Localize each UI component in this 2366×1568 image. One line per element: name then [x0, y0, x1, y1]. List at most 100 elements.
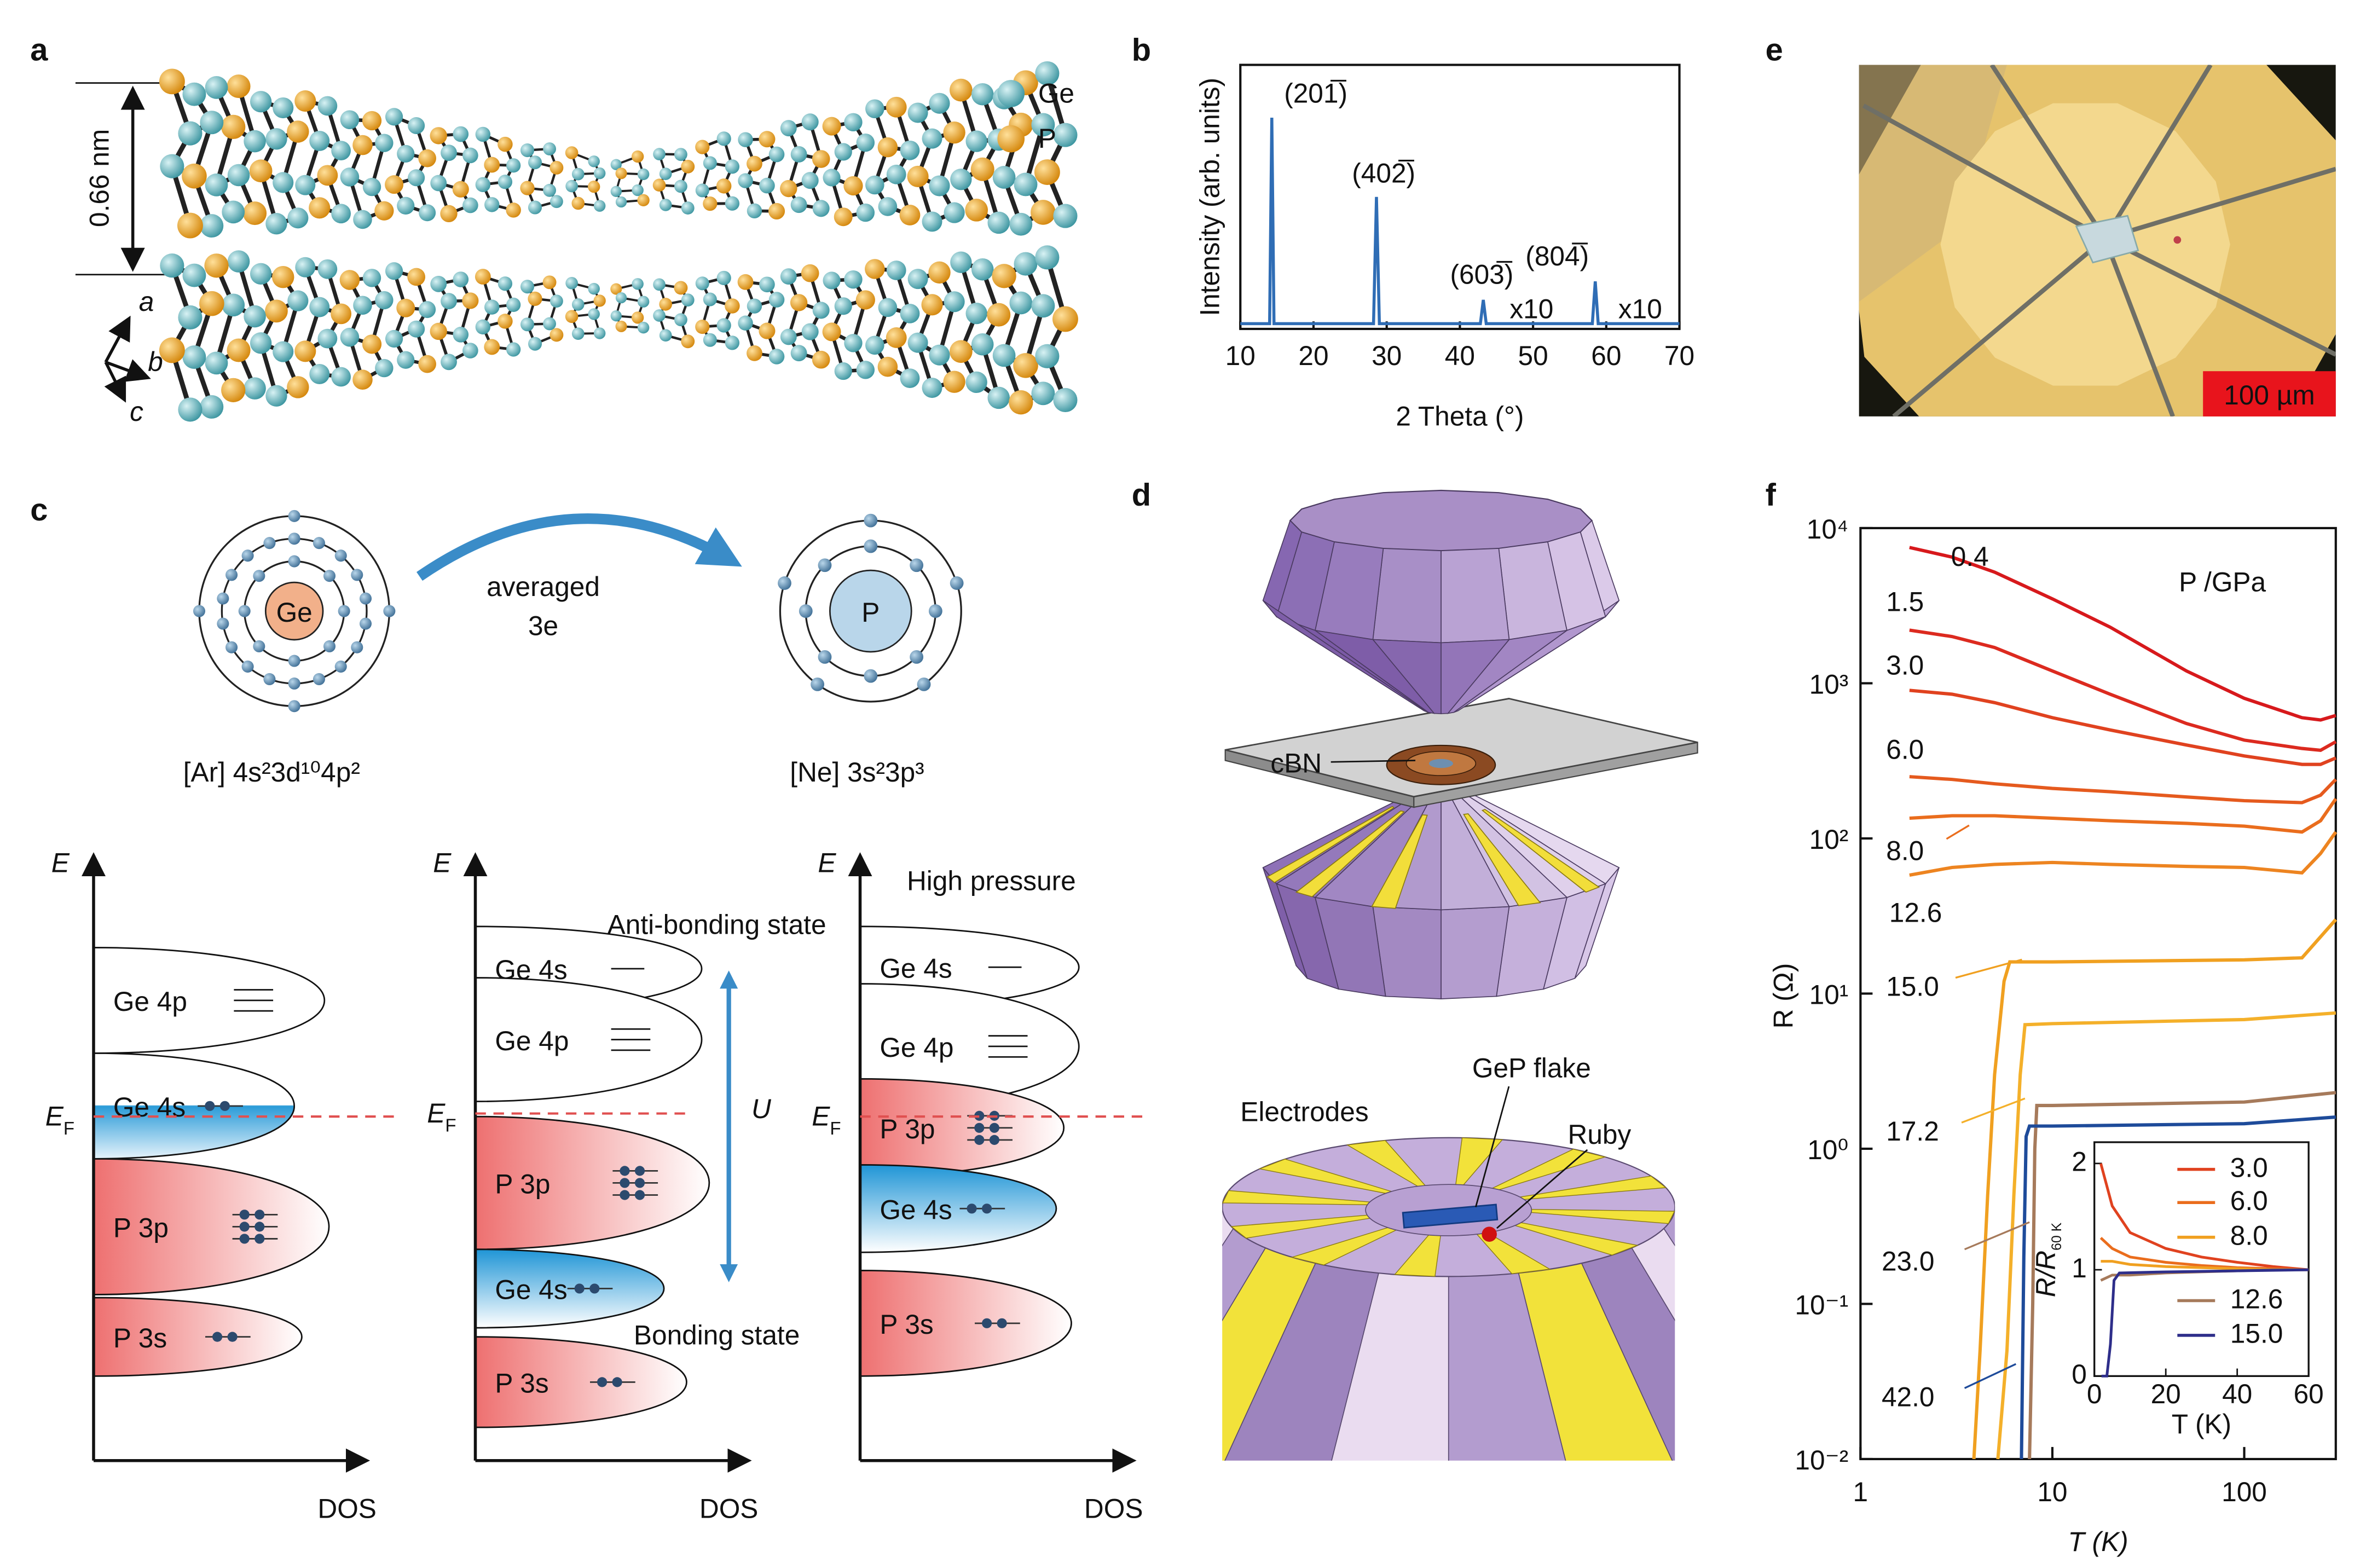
band-lobe	[92, 1158, 330, 1295]
atom	[177, 212, 203, 239]
electron	[241, 660, 254, 673]
atom	[1052, 306, 1078, 332]
electron	[383, 605, 396, 617]
series-label: 23.0	[1882, 1246, 1935, 1276]
atom	[843, 176, 863, 196]
electron	[219, 1101, 230, 1111]
atom	[565, 180, 578, 193]
electron	[254, 1210, 265, 1220]
atom	[1009, 390, 1033, 415]
electron	[338, 605, 350, 617]
atom	[352, 369, 373, 390]
x-axis-label: T (K)	[2172, 1409, 2231, 1439]
atom	[695, 276, 709, 291]
atom	[182, 82, 206, 106]
annotation: Anti-bonding state	[608, 910, 826, 940]
series-label: 1.5	[1886, 587, 1924, 617]
atom	[790, 146, 807, 163]
atom	[549, 160, 564, 175]
atom	[674, 313, 687, 327]
atom	[823, 271, 841, 290]
atom	[965, 198, 988, 222]
resistance-curve	[1909, 831, 2338, 877]
sample-label: GeP flake	[1472, 1052, 1591, 1083]
x-tick-label: 100	[2222, 1477, 2267, 1507]
series-label: 17.2	[1886, 1116, 1939, 1147]
energy-axis-label: E	[51, 848, 70, 878]
atom	[484, 157, 500, 173]
atom	[1009, 291, 1033, 315]
atom	[759, 322, 776, 339]
x-tick-label: 70	[1664, 340, 1694, 371]
atom	[907, 332, 928, 353]
atom	[588, 155, 600, 167]
resistance-curve	[1909, 688, 2336, 766]
atom	[528, 337, 542, 351]
electrode-gap	[1862, 103, 2106, 241]
atom	[265, 213, 287, 235]
atom	[1013, 353, 1038, 378]
resistance-curve	[2028, 1091, 2336, 1460]
atom	[950, 169, 972, 190]
atom	[543, 317, 556, 331]
scale-bar-label: 100 µm	[2224, 380, 2315, 410]
electrode-gap	[2103, 238, 2175, 416]
atom	[407, 268, 425, 286]
fermi-symbol: E	[427, 1098, 446, 1129]
resistance-curve	[1909, 797, 2338, 834]
atom	[353, 296, 372, 315]
electron	[864, 513, 878, 528]
atom	[681, 159, 695, 173]
electron	[334, 549, 347, 562]
atom	[294, 340, 316, 362]
atom	[244, 377, 266, 400]
electron	[864, 539, 878, 553]
inset-frame	[2093, 1141, 2310, 1377]
electron	[239, 1210, 250, 1220]
atom	[484, 197, 500, 212]
panel-label: e	[1766, 32, 1783, 67]
electron	[227, 1332, 238, 1342]
band-label: Ge 4p	[880, 1032, 953, 1063]
atom	[1031, 113, 1055, 137]
atom	[419, 301, 436, 319]
atom	[397, 351, 415, 369]
atom	[653, 309, 666, 322]
atom	[397, 196, 415, 215]
atom	[637, 296, 650, 308]
atom	[971, 333, 994, 356]
atom	[812, 200, 830, 217]
fermi-label: EF	[45, 1101, 74, 1139]
atom	[992, 166, 1016, 189]
atom	[681, 293, 695, 307]
atom	[738, 315, 753, 331]
atom	[542, 275, 557, 290]
panel-label: d	[1132, 478, 1151, 513]
atom	[615, 292, 627, 304]
atom	[631, 150, 644, 163]
electron	[950, 576, 964, 590]
electron	[288, 510, 300, 522]
arrow-label: averaged	[487, 571, 600, 602]
atom	[992, 344, 1016, 367]
atom	[408, 169, 425, 187]
y-tick-label: 10⁰	[1807, 1135, 1848, 1165]
band-label: P 3p	[495, 1169, 550, 1200]
atom	[725, 335, 740, 350]
ylabel-main: R/R	[2031, 1251, 2061, 1297]
series-label: 0.4	[1951, 541, 1989, 572]
resistance-curve	[1909, 546, 2336, 722]
atom	[822, 117, 841, 136]
y-tick-label: 1	[2072, 1253, 2087, 1283]
atom	[362, 334, 382, 354]
atom	[929, 344, 950, 366]
series-label: 42.0	[1882, 1381, 1935, 1412]
fermi-subscript: F	[830, 1119, 841, 1139]
legend-ge	[997, 80, 1025, 107]
electron	[359, 592, 372, 605]
electron	[359, 617, 372, 630]
electron	[351, 641, 363, 653]
electron	[238, 605, 251, 617]
atom	[528, 200, 542, 215]
atom	[1035, 344, 1060, 368]
